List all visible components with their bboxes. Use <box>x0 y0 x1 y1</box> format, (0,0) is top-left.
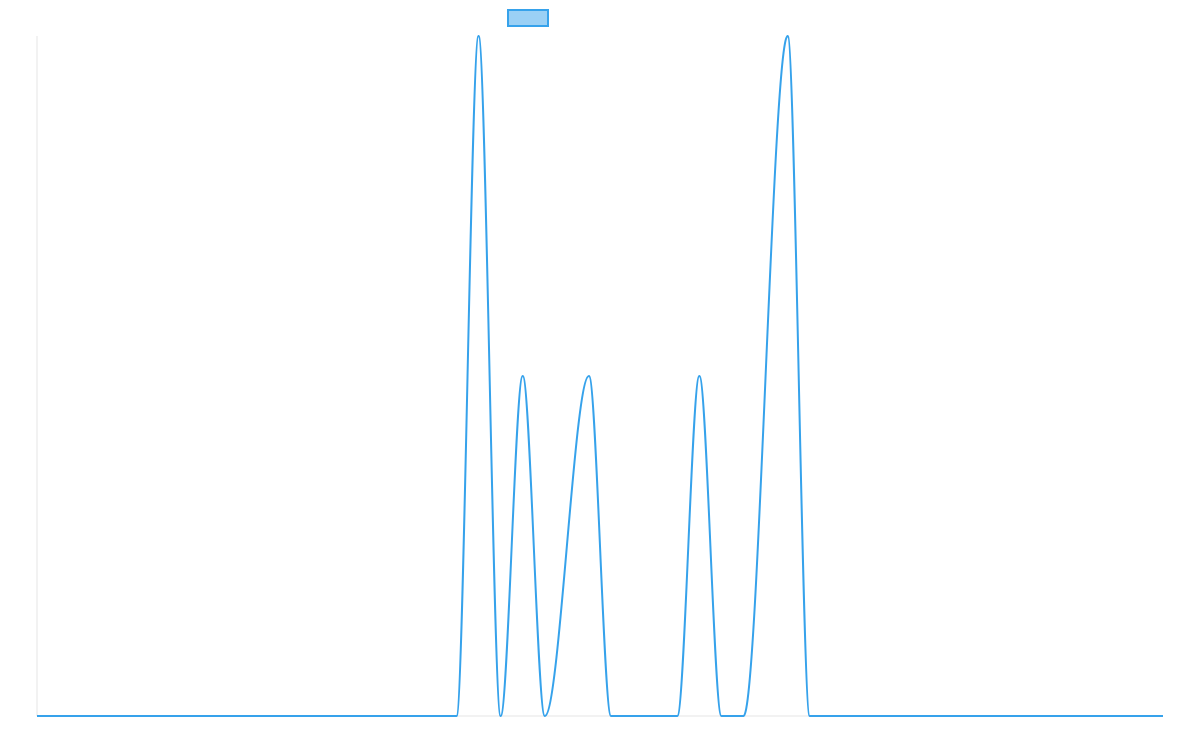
series-line <box>37 35 1163 718</box>
series-lines <box>37 35 1163 718</box>
legend[interactable] <box>507 9 549 27</box>
axes <box>36 36 1163 717</box>
legend-swatch[interactable] <box>507 9 549 27</box>
